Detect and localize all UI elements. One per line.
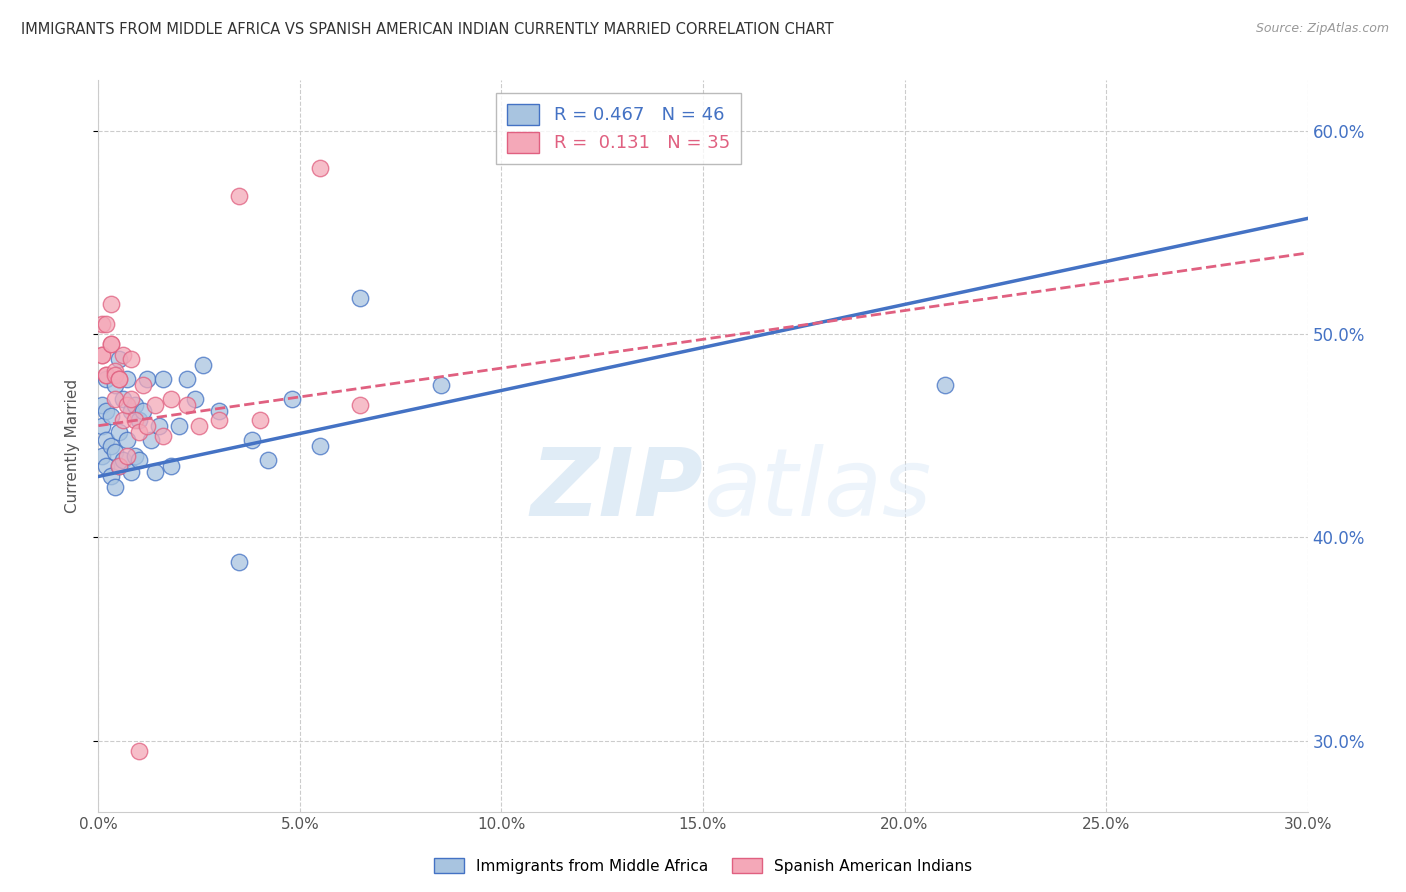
- Point: [120, 404, 142, 418]
- Point: [100, 439, 122, 453]
- Point: [103, 364, 125, 378]
- Point: [115, 398, 138, 412]
- Point: [349, 398, 371, 412]
- Point: [124, 412, 146, 426]
- Point: [91, 348, 114, 362]
- Point: [132, 378, 155, 392]
- Point: [228, 555, 250, 569]
- Point: [103, 445, 125, 459]
- Point: [96, 372, 118, 386]
- Legend: Immigrants from Middle Africa, Spanish American Indians: Immigrants from Middle Africa, Spanish A…: [427, 852, 979, 880]
- Point: [111, 348, 134, 362]
- Point: [193, 358, 215, 372]
- Point: [100, 337, 122, 351]
- Point: [91, 348, 114, 362]
- Point: [128, 425, 150, 439]
- Point: [115, 449, 138, 463]
- Point: [228, 189, 250, 203]
- Point: [103, 378, 125, 392]
- Point: [167, 418, 190, 433]
- Point: [184, 392, 207, 407]
- Point: [160, 392, 183, 407]
- Point: [152, 429, 174, 443]
- Point: [96, 459, 118, 474]
- Point: [934, 378, 956, 392]
- Point: [208, 412, 231, 426]
- Point: [96, 404, 118, 418]
- Point: [91, 418, 114, 433]
- Point: [176, 372, 198, 386]
- Point: [124, 398, 146, 412]
- Point: [128, 744, 150, 758]
- Point: [100, 469, 122, 483]
- Point: [120, 392, 142, 407]
- Point: [281, 392, 304, 407]
- Point: [124, 449, 146, 463]
- Text: Source: ZipAtlas.com: Source: ZipAtlas.com: [1256, 22, 1389, 36]
- Point: [107, 351, 129, 366]
- Point: [135, 418, 157, 433]
- Point: [120, 351, 142, 366]
- Point: [115, 433, 138, 447]
- Point: [111, 453, 134, 467]
- Point: [103, 392, 125, 407]
- Point: [100, 337, 122, 351]
- Point: [107, 425, 129, 439]
- Point: [309, 439, 332, 453]
- Point: [148, 418, 170, 433]
- Point: [152, 372, 174, 386]
- Text: IMMIGRANTS FROM MIDDLE AFRICA VS SPANISH AMERICAN INDIAN CURRENTLY MARRIED CORRE: IMMIGRANTS FROM MIDDLE AFRICA VS SPANISH…: [21, 22, 834, 37]
- Point: [115, 372, 138, 386]
- Point: [107, 372, 129, 386]
- Point: [107, 459, 129, 474]
- Point: [135, 372, 157, 386]
- Point: [100, 297, 122, 311]
- Point: [100, 409, 122, 423]
- Point: [160, 459, 183, 474]
- Point: [107, 372, 129, 386]
- Point: [96, 368, 118, 382]
- Point: [111, 412, 134, 426]
- Point: [188, 418, 211, 433]
- Text: ZIP: ZIP: [530, 444, 703, 536]
- Point: [143, 466, 166, 480]
- Point: [96, 368, 118, 382]
- Point: [96, 433, 118, 447]
- Point: [128, 453, 150, 467]
- Point: [430, 378, 453, 392]
- Text: atlas: atlas: [703, 444, 931, 535]
- Y-axis label: Currently Married: Currently Married: [65, 379, 80, 513]
- Point: [120, 466, 142, 480]
- Point: [111, 392, 134, 407]
- Point: [103, 480, 125, 494]
- Legend: R = 0.467   N = 46, R =  0.131   N = 35: R = 0.467 N = 46, R = 0.131 N = 35: [496, 93, 741, 163]
- Point: [103, 368, 125, 382]
- Point: [143, 398, 166, 412]
- Point: [176, 398, 198, 412]
- Point: [91, 317, 114, 331]
- Point: [309, 161, 332, 175]
- Point: [240, 433, 263, 447]
- Point: [128, 412, 150, 426]
- Point: [139, 433, 162, 447]
- Point: [256, 453, 278, 467]
- Point: [91, 449, 114, 463]
- Point: [107, 459, 129, 474]
- Point: [208, 404, 231, 418]
- Point: [96, 317, 118, 331]
- Point: [349, 291, 371, 305]
- Point: [132, 404, 155, 418]
- Point: [91, 398, 114, 412]
- Point: [249, 412, 271, 426]
